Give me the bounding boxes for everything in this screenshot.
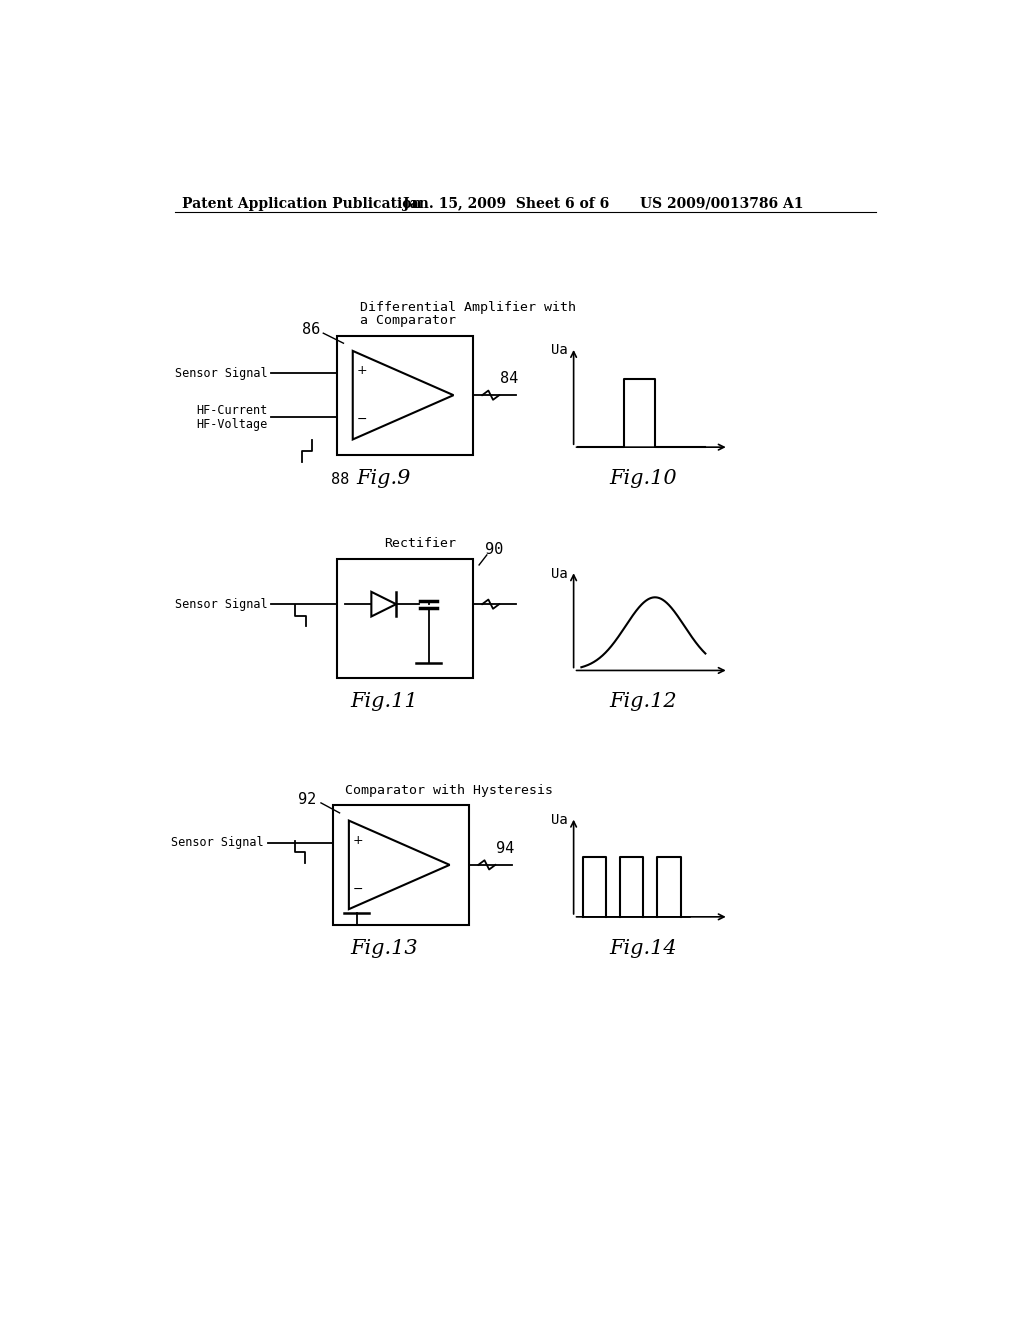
- Text: +: +: [356, 364, 368, 378]
- Text: +: +: [353, 834, 364, 847]
- Text: Fig.14: Fig.14: [609, 939, 677, 958]
- Text: 84: 84: [500, 371, 518, 385]
- Text: a Comparator: a Comparator: [360, 314, 457, 327]
- Text: Differential Amplifier with: Differential Amplifier with: [360, 301, 577, 314]
- Text: HF-Voltage: HF-Voltage: [197, 417, 267, 430]
- Text: Fig.11: Fig.11: [350, 693, 418, 711]
- Bar: [337, 558, 473, 678]
- Text: 86: 86: [302, 322, 321, 337]
- Text: Fig.9: Fig.9: [356, 469, 411, 488]
- Text: Ua: Ua: [551, 343, 567, 358]
- Text: Sensor Signal: Sensor Signal: [171, 837, 263, 849]
- Text: Fig.12: Fig.12: [609, 693, 677, 711]
- Text: Ua: Ua: [551, 813, 567, 826]
- Text: Sensor Signal: Sensor Signal: [175, 367, 267, 380]
- Text: 92: 92: [298, 792, 316, 807]
- Text: US 2009/0013786 A1: US 2009/0013786 A1: [640, 197, 803, 211]
- Text: Fig.10: Fig.10: [609, 469, 677, 488]
- Text: Rectifier: Rectifier: [384, 537, 456, 550]
- Text: 90: 90: [484, 543, 503, 557]
- Text: −: −: [356, 413, 368, 426]
- Text: Fig.13: Fig.13: [350, 939, 418, 958]
- Text: 94: 94: [496, 841, 514, 855]
- Text: Sensor Signal: Sensor Signal: [175, 598, 267, 611]
- Text: HF-Current: HF-Current: [197, 404, 267, 417]
- Text: Patent Application Publication: Patent Application Publication: [182, 197, 422, 211]
- Text: Comparator with Hysteresis: Comparator with Hysteresis: [345, 784, 553, 797]
- Text: −: −: [353, 883, 364, 896]
- Bar: [337, 335, 473, 455]
- Text: Ua: Ua: [551, 566, 567, 581]
- Text: 88: 88: [331, 471, 349, 487]
- Bar: [334, 805, 469, 924]
- Text: Jan. 15, 2009  Sheet 6 of 6: Jan. 15, 2009 Sheet 6 of 6: [403, 197, 609, 211]
